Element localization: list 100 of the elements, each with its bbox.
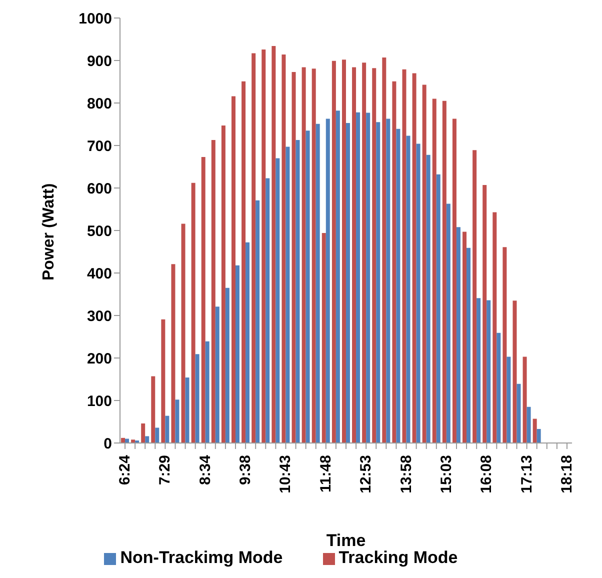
bar [141, 423, 146, 443]
bar [155, 428, 160, 443]
y-axis-title: Power (Watt) [40, 183, 58, 280]
bar [252, 53, 256, 443]
bar [292, 72, 296, 443]
bar [386, 118, 390, 443]
bar [201, 156, 206, 443]
y-tick-label: 0 [104, 435, 112, 452]
bar [456, 227, 460, 443]
bar [151, 376, 156, 443]
bar [312, 68, 316, 443]
bar [402, 69, 406, 443]
bar [366, 112, 370, 443]
y-tick-label: 900 [86, 52, 112, 70]
y-tick-label: 300 [86, 308, 112, 325]
bar [322, 233, 326, 443]
bar [506, 356, 511, 443]
bar [502, 247, 507, 443]
bar [452, 118, 456, 443]
bar [235, 265, 240, 443]
bar [382, 58, 386, 443]
x-tick-label: 7:29 [156, 455, 174, 486]
x-tick-label: 17:13 [518, 455, 536, 494]
x-tick-label: 13:58 [398, 455, 415, 494]
bar [316, 124, 320, 443]
bar [181, 224, 186, 443]
bar [272, 46, 276, 443]
bar [362, 62, 366, 443]
y-tick-label: 400 [86, 265, 112, 282]
y-tick-label: 100 [86, 392, 112, 410]
bar [231, 96, 236, 443]
bar [446, 204, 450, 443]
x-tick-label: 12:53 [358, 455, 375, 494]
y-tick-label: 700 [86, 138, 112, 155]
bar [205, 341, 210, 443]
x-tick-label: 11:48 [317, 455, 334, 493]
bar [161, 319, 166, 443]
x-tick-label: 10:43 [277, 455, 294, 494]
bar [482, 185, 487, 443]
bar [276, 158, 280, 443]
bar [512, 300, 517, 443]
bar [342, 60, 346, 443]
bar [286, 146, 290, 443]
bar [185, 378, 190, 443]
bar [195, 354, 200, 443]
y-tick-label: 1000 [78, 10, 112, 28]
bar [516, 384, 521, 443]
bar [442, 100, 446, 443]
bar [171, 264, 176, 443]
bar [466, 248, 471, 443]
bar [352, 67, 356, 443]
x-tick-label: 15:03 [438, 455, 455, 494]
bar [526, 406, 531, 443]
bar [406, 136, 410, 443]
legend-label: Tracking Mode [338, 548, 458, 567]
bar [215, 306, 220, 443]
y-tick-label: 600 [86, 180, 112, 198]
legend-label: Non-Trackimg Mode [120, 548, 283, 567]
bar [336, 110, 340, 443]
bar [476, 298, 481, 443]
x-axis-title: Time [326, 531, 366, 550]
bar [492, 212, 497, 443]
y-tick-label: 200 [86, 350, 112, 368]
bar [191, 182, 196, 443]
bar [306, 130, 310, 443]
bar [416, 144, 420, 443]
bar [211, 140, 216, 443]
bar [436, 174, 440, 443]
bar [372, 68, 376, 443]
bar [246, 242, 250, 443]
bar [412, 73, 416, 443]
bar [175, 400, 180, 443]
bar [225, 288, 230, 443]
bar [392, 81, 396, 443]
bar [296, 140, 300, 443]
bar [432, 98, 436, 443]
x-tick-label: 18:18 [558, 455, 576, 494]
bar [532, 418, 537, 443]
bar [356, 112, 360, 443]
bar [221, 126, 226, 443]
bar [522, 356, 527, 443]
bar [256, 200, 260, 443]
bar [262, 49, 266, 443]
bar [396, 128, 400, 443]
bar [282, 54, 286, 443]
bar [326, 118, 330, 443]
x-tick-label: 16:08 [478, 455, 496, 494]
bar [346, 122, 350, 443]
bar [422, 84, 426, 443]
bar [496, 332, 501, 443]
bar [145, 436, 150, 443]
bar [302, 67, 306, 443]
y-tick-label: 800 [86, 95, 112, 112]
bar [472, 150, 477, 443]
bar [536, 428, 541, 443]
y-tick-label: 500 [86, 222, 112, 240]
x-tick-label: 6:24 [116, 454, 134, 486]
bar [266, 178, 270, 443]
bar [426, 154, 430, 443]
bar [376, 122, 380, 443]
